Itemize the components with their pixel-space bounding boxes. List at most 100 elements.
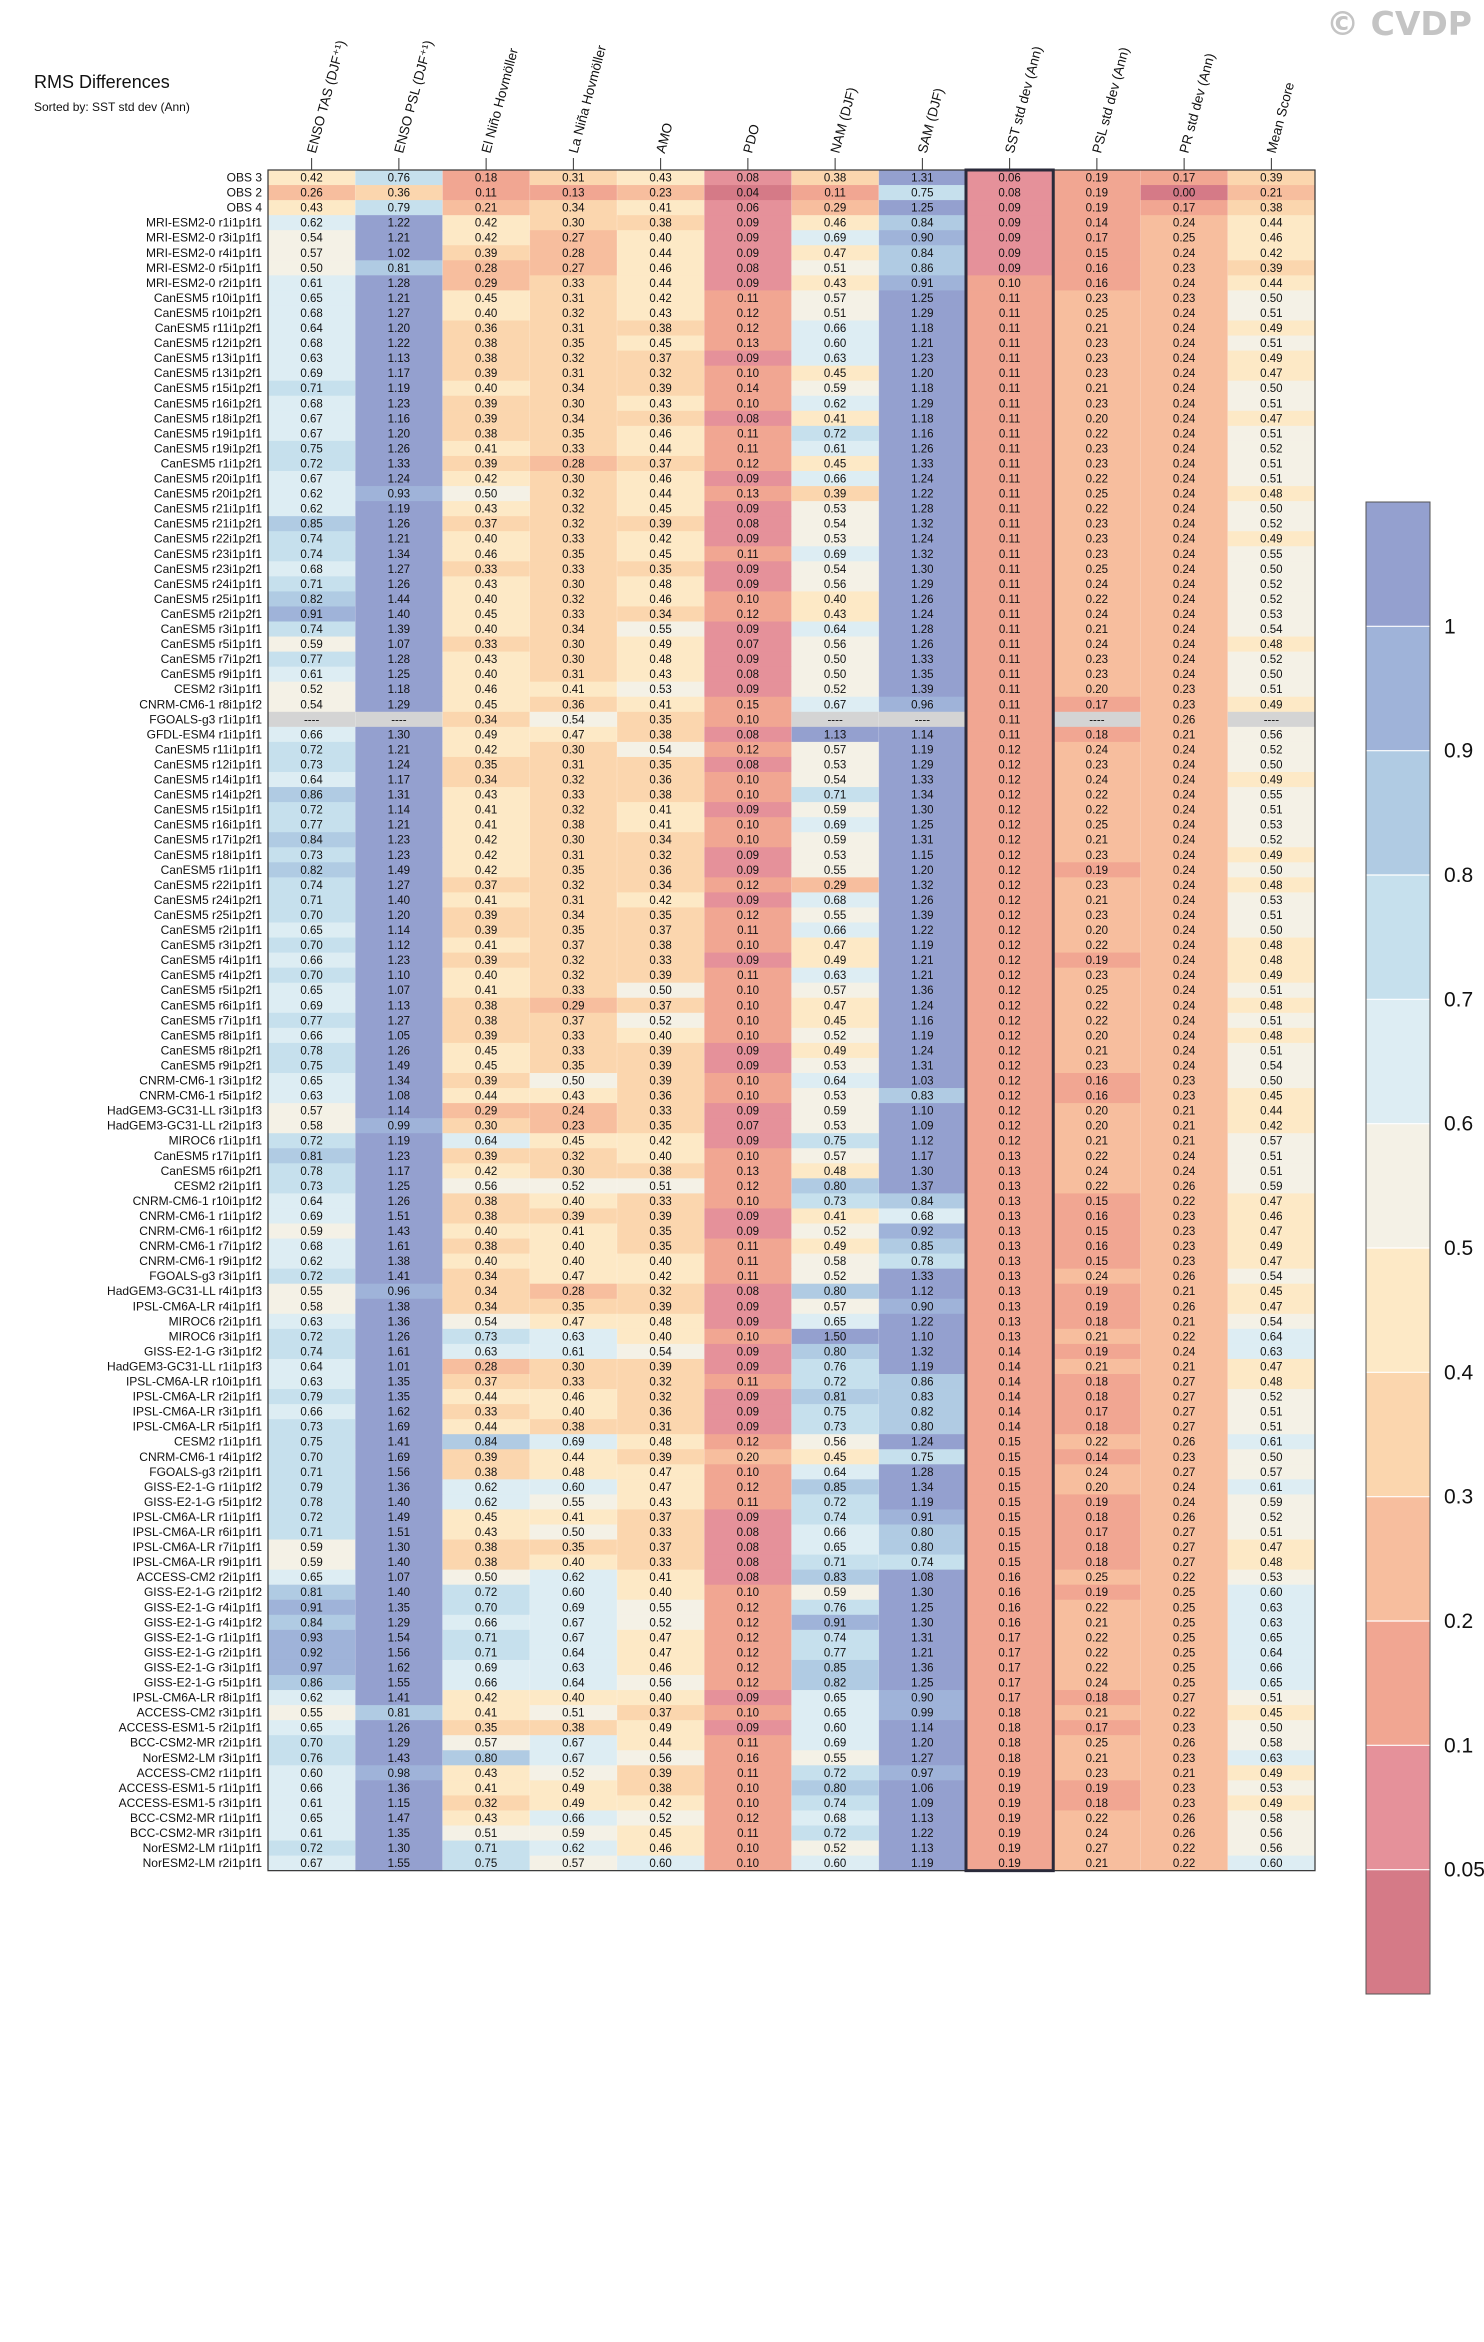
heatmap-cell [1140, 1148, 1229, 1164]
heatmap-cell [966, 711, 1054, 728]
cell-value-label: 0.13 [998, 1256, 1020, 1268]
heatmap-cell [617, 772, 705, 788]
cell-value-label: 1.49 [388, 1060, 410, 1072]
heatmap-cell [355, 245, 443, 261]
heatmap-cell [268, 877, 356, 893]
cell-value-label: 0.30 [562, 835, 584, 847]
cell-value-label: 0.09 [737, 233, 759, 245]
heatmap-cell [1140, 606, 1229, 622]
heatmap-cell [529, 546, 618, 562]
cell-value-label: 0.10 [737, 1151, 759, 1163]
heatmap-cell [617, 170, 705, 186]
heatmap-cell [1053, 1133, 1141, 1149]
heatmap-cell [878, 290, 967, 306]
cell-value-label: 0.47 [562, 1316, 584, 1328]
heatmap-cell [791, 230, 880, 246]
cell-value-label: 1.55 [388, 1678, 410, 1690]
cell-value-label: 0.34 [562, 383, 585, 395]
row-label: GISS-E2-1-G r4i1p1f1 [144, 1600, 262, 1614]
heatmap-cell [617, 817, 705, 833]
cell-value-label: 0.66 [300, 1030, 322, 1042]
heatmap-cell [529, 1389, 618, 1405]
heatmap-cell [1227, 320, 1316, 336]
heatmap-cell [1053, 1027, 1141, 1044]
heatmap-cell [529, 320, 618, 336]
cell-value-label: 0.70 [300, 970, 322, 982]
cell-value-label: 0.78 [300, 1166, 322, 1178]
colorbar-tick-label: 0.6 [1444, 1113, 1473, 1136]
cell-value-label: 0.45 [824, 1452, 846, 1464]
cell-value-label: 0.12 [737, 1181, 759, 1193]
cell-value-label: 0.79 [388, 203, 410, 215]
heatmap-cell [791, 1088, 880, 1104]
cell-value-label: 1.32 [911, 549, 933, 561]
heatmap-cell [966, 862, 1054, 878]
cell-value-label: 0.11 [999, 443, 1021, 455]
cell-value-label: 1.21 [911, 955, 933, 967]
heatmap-cell [268, 486, 356, 502]
heatmap-cell [704, 636, 792, 652]
cell-value-label: 0.33 [562, 1377, 584, 1389]
heatmap-cell [1227, 666, 1316, 683]
heatmap-cell [791, 681, 880, 698]
colorbar-tick-label: 0.5 [1444, 1237, 1473, 1260]
row-label: CNRM-CM6-1 r6i1p1f2 [139, 1224, 262, 1238]
heatmap-cell [617, 681, 705, 698]
cell-value-label: 0.29 [562, 1000, 584, 1012]
heatmap-cell [268, 862, 356, 878]
cell-value-label: 0.33 [562, 1045, 584, 1057]
heatmap-cell [617, 1027, 705, 1044]
cell-value-label: 0.54 [1260, 1271, 1283, 1283]
cell-value-label: 0.19 [1086, 1286, 1108, 1298]
cell-value-label: 1.54 [388, 1632, 411, 1644]
heatmap-cell [966, 621, 1054, 637]
cell-value-label: 1.29 [388, 1738, 410, 1750]
cell-value-label: 0.26 [1173, 1738, 1195, 1750]
cell-value-label: 0.56 [649, 1678, 671, 1690]
cell-value-label: 0.21 [1086, 1858, 1108, 1870]
cell-value-label: 0.12 [998, 1060, 1020, 1072]
heatmap-cell [529, 1042, 618, 1059]
cell-value-label: 0.29 [475, 1106, 497, 1118]
cell-value-label: 1.31 [388, 790, 410, 802]
cell-value-label: 0.17 [1086, 1527, 1108, 1539]
cell-value-label: 0.35 [562, 1060, 584, 1072]
heatmap-cell [268, 1313, 356, 1330]
heatmap-cell [442, 711, 531, 728]
cell-value-label: 0.23 [1173, 1753, 1195, 1765]
cell-value-label: 0.48 [1260, 955, 1282, 967]
cell-value-label: 0.52 [1260, 744, 1282, 756]
cell-value-label: 0.92 [911, 1226, 933, 1238]
cell-value-label: 0.42 [649, 1271, 671, 1283]
heatmap-cell [355, 1208, 443, 1224]
heatmap-cell [268, 290, 356, 306]
heatmap-cell [617, 1268, 705, 1285]
heatmap-cell [1227, 982, 1316, 999]
cell-value-label: 1.25 [911, 820, 933, 832]
row-label: CanESM5 r10i1p1f1 [154, 291, 262, 305]
cell-value-label: 1.55 [388, 1858, 410, 1870]
cell-value-label: 0.55 [1260, 790, 1282, 802]
heatmap-cell [617, 1148, 705, 1164]
cell-value-label: 0.09 [737, 1045, 759, 1057]
cell-value-label: 0.12 [998, 744, 1020, 756]
heatmap-cell [1227, 1073, 1316, 1089]
heatmap-cell [1227, 1389, 1316, 1405]
row-label: CanESM5 r6i1p2f1 [161, 1164, 263, 1178]
cell-value-label: 0.43 [649, 669, 671, 681]
cell-value-label: 0.44 [1260, 278, 1283, 290]
cell-value-label: 0.25 [1173, 1678, 1195, 1690]
cell-value-label: 0.11 [999, 564, 1021, 576]
cell-value-label: 0.23 [562, 1121, 584, 1133]
heatmap-cell [878, 997, 967, 1014]
heatmap-cell [1140, 1328, 1229, 1345]
cell-value-label: 0.38 [475, 353, 497, 365]
heatmap-cell [442, 1223, 531, 1239]
cell-value-label: 0.70 [300, 910, 322, 922]
heatmap-cell [617, 380, 705, 397]
cell-value-label: 0.08 [737, 413, 759, 425]
heatmap-cell [1053, 802, 1141, 818]
cell-value-label: 0.60 [824, 338, 846, 350]
heatmap-cell [268, 395, 356, 412]
heatmap-cell [617, 335, 705, 351]
